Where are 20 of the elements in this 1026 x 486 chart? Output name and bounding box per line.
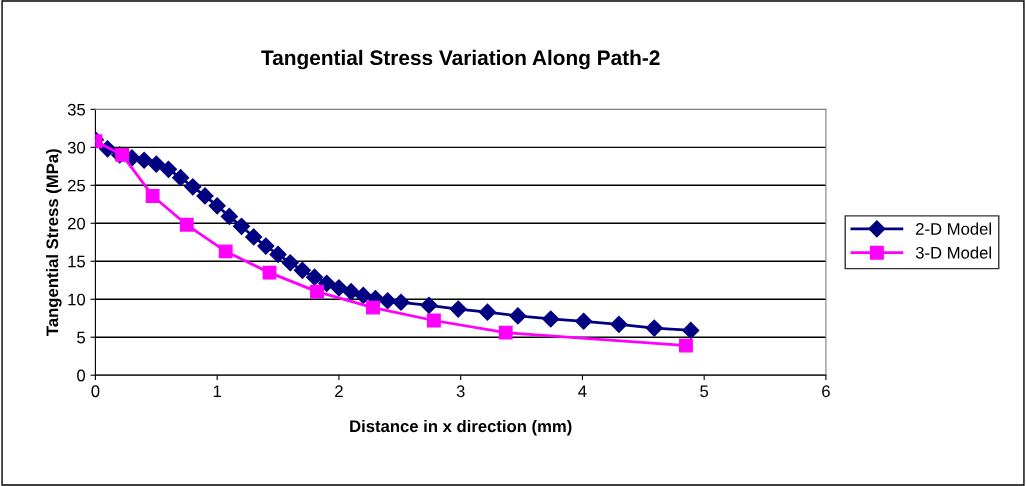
x-tick-label: 0	[91, 385, 100, 398]
legend-label: 3-D Model	[915, 246, 991, 259]
y-axis-title: Tangential Stress (MPa)	[45, 149, 62, 336]
y-tick-label: 35	[67, 103, 85, 116]
y-tick-label: 0	[77, 369, 86, 382]
y-tick-label: 25	[68, 179, 85, 192]
y-tick-label: 10	[68, 293, 86, 306]
x-tick-label: 6	[822, 385, 830, 398]
chart-title: Tangential Stress Variation Along Path-2	[261, 49, 660, 70]
y-tick-label: 30	[67, 141, 86, 154]
x-axis-title: Distance in x direction (mm)	[350, 419, 572, 436]
x-tick-label: 2	[335, 385, 343, 397]
x-tick-label: 4	[578, 385, 587, 397]
x-tick-label: 3	[456, 385, 465, 398]
legend-label: 2-D Model	[916, 222, 991, 235]
y-tick-label: 20	[68, 217, 86, 230]
x-tick-label: 1	[213, 385, 221, 397]
x-tick-label: 5	[700, 385, 709, 398]
y-tick-label: 5	[77, 331, 85, 344]
y-tick-label: 15	[68, 255, 85, 268]
